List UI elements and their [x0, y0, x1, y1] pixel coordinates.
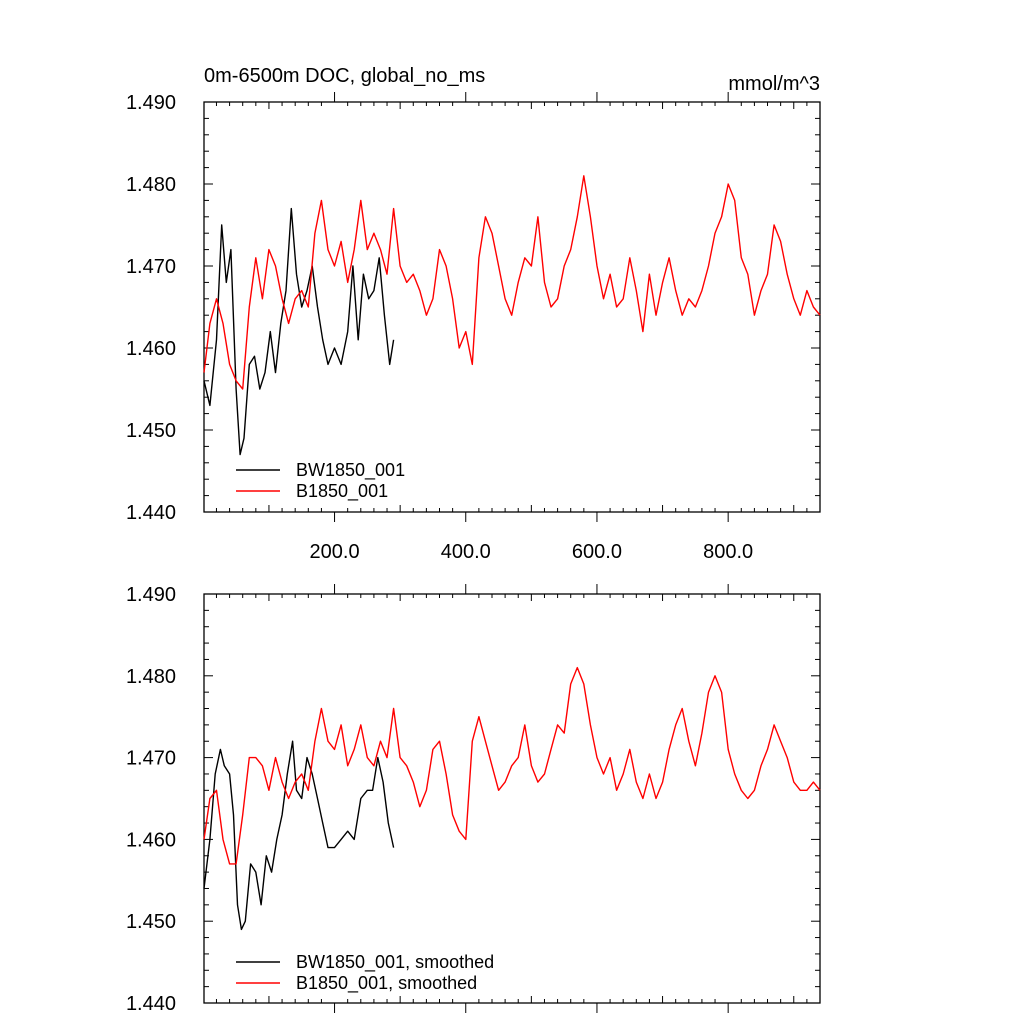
y-tick-label: 1.490 — [126, 584, 176, 606]
y-tick-label: 1.440 — [126, 502, 176, 524]
bottom-panel: 1.440 1.450 1.460 1.470 1.480 1.490 BW1850_001… — [126, 584, 821, 1015]
y-tick-label: 1.470 — [126, 748, 176, 770]
series-line-b1850-001-smoothed — [203, 666, 821, 865]
plot-frame — [203, 593, 821, 1004]
x-tick-label: 600.0 — [572, 541, 622, 563]
legend-label: B1850_001 — [296, 481, 388, 502]
x-tick-label: 800.0 — [703, 541, 753, 563]
units-label: mmol/m^3 — [728, 73, 820, 95]
y-tick-label: 1.480 — [126, 666, 176, 688]
y-tick-label: 1.460 — [126, 338, 176, 360]
y-tick-label: 1.490 — [126, 92, 176, 114]
y-tick-label: 1.450 — [126, 911, 176, 933]
plot-frame — [203, 101, 821, 513]
x-tick-label: 200.0 — [310, 541, 360, 563]
y-tick-label: 1.470 — [126, 256, 176, 278]
chart-title: 0m-6500m DOC, global_no_ms — [204, 65, 485, 87]
top-panel: 1.440 1.450 1.460 1.470 1.480 1.490 200.0 400.0… — [126, 92, 821, 563]
y-tick-label: 1.480 — [126, 174, 176, 196]
legend-label: BW1850_001, smoothed — [296, 952, 494, 973]
y-tick-label: 1.440 — [126, 993, 176, 1015]
series-line-bw1850-001-smoothed — [203, 740, 395, 931]
legend-label: BW1850_001 — [296, 460, 405, 481]
y-tick-label: 1.460 — [126, 829, 176, 851]
legend-label: B1850_001, smoothed — [296, 973, 477, 994]
series-line-bw1850-001 — [203, 207, 395, 456]
series-line-b1850-001 — [203, 175, 821, 390]
x-tick-label: 400.0 — [441, 541, 491, 563]
y-tick-label: 1.450 — [126, 420, 176, 442]
